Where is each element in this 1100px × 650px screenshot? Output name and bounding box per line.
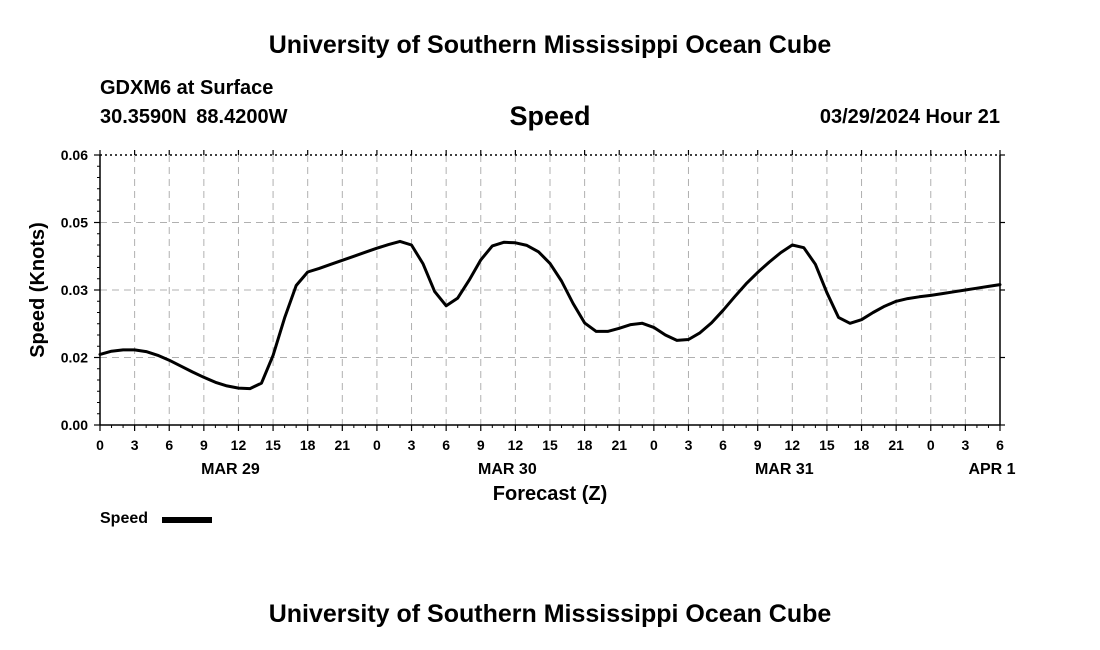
chart-axes [94,150,1005,431]
x-tick-label: 3 [961,437,969,453]
x-tick-label: 0 [96,437,104,453]
x-tick-label: 21 [611,437,627,453]
x-tick-label: 12 [508,437,524,453]
x-tick-label: 0 [650,437,658,453]
x-tick-label: 9 [477,437,485,453]
x-tick-label: 9 [200,437,208,453]
x-axis-title: Forecast (Z) [493,483,607,505]
x-tick-label: 18 [300,437,316,453]
x-tick-label: 21 [888,437,904,453]
x-tick-label: 3 [408,437,416,453]
legend-label: Speed [100,510,149,527]
x-tick-label: 6 [996,437,1004,453]
x-tick-label: 0 [927,437,935,453]
x-tick-label: 15 [265,437,281,453]
x-tick-label: 12 [785,437,801,453]
x-tick-label: 3 [685,437,693,453]
x-tick-label: 15 [819,437,835,453]
x-tick-label: 21 [335,437,351,453]
y-tick-label: 0.02 [61,350,88,366]
page-title: University of Southern Mississippi Ocean… [268,31,832,59]
date-label: MAR 29 [201,461,260,478]
date-label: MAR 30 [478,461,537,478]
y-tick-label: 0.00 [61,417,88,433]
x-tick-label: 18 [577,437,593,453]
chart-grid [100,155,1000,425]
station-coordinates: 30.3590N 88.4200W [100,106,288,128]
x-tick-label: 6 [165,437,173,453]
y-tick-label: 0.05 [61,215,88,231]
station-name: GDXM6 at Surface [100,77,274,99]
x-tick-label: 0 [373,437,381,453]
x-tick-label: 9 [754,437,762,453]
x-tick-label: 18 [854,437,870,453]
y-axis-title: Speed (Knots) [27,222,49,358]
x-tick-label: 12 [231,437,247,453]
y-tick-label: 0.06 [61,147,88,163]
valid-time: 03/29/2024 Hour 21 [819,106,1000,128]
x-tick-label: 15 [542,437,558,453]
x-tick-label: 6 [442,437,450,453]
chart-series [98,239,1002,391]
series-line-speed [98,239,1002,391]
x-tick-label: 3 [131,437,139,453]
date-label: MAR 31 [755,461,814,478]
chart-labels: 0 3 6 9 12 15 18 21 0 3 6 9 12 15 18 21 0 3 6 9 12 15 18 21 0 3 6 M… [27,147,1016,505]
y-tick-label: 0.03 [61,282,88,298]
date-label: APR 1 [968,461,1015,478]
footer-title: University of Southern Mississippi Ocean… [268,600,832,628]
legend-swatch [162,517,212,523]
x-tick-label: 6 [719,437,727,453]
chart-title: Speed [509,101,591,131]
